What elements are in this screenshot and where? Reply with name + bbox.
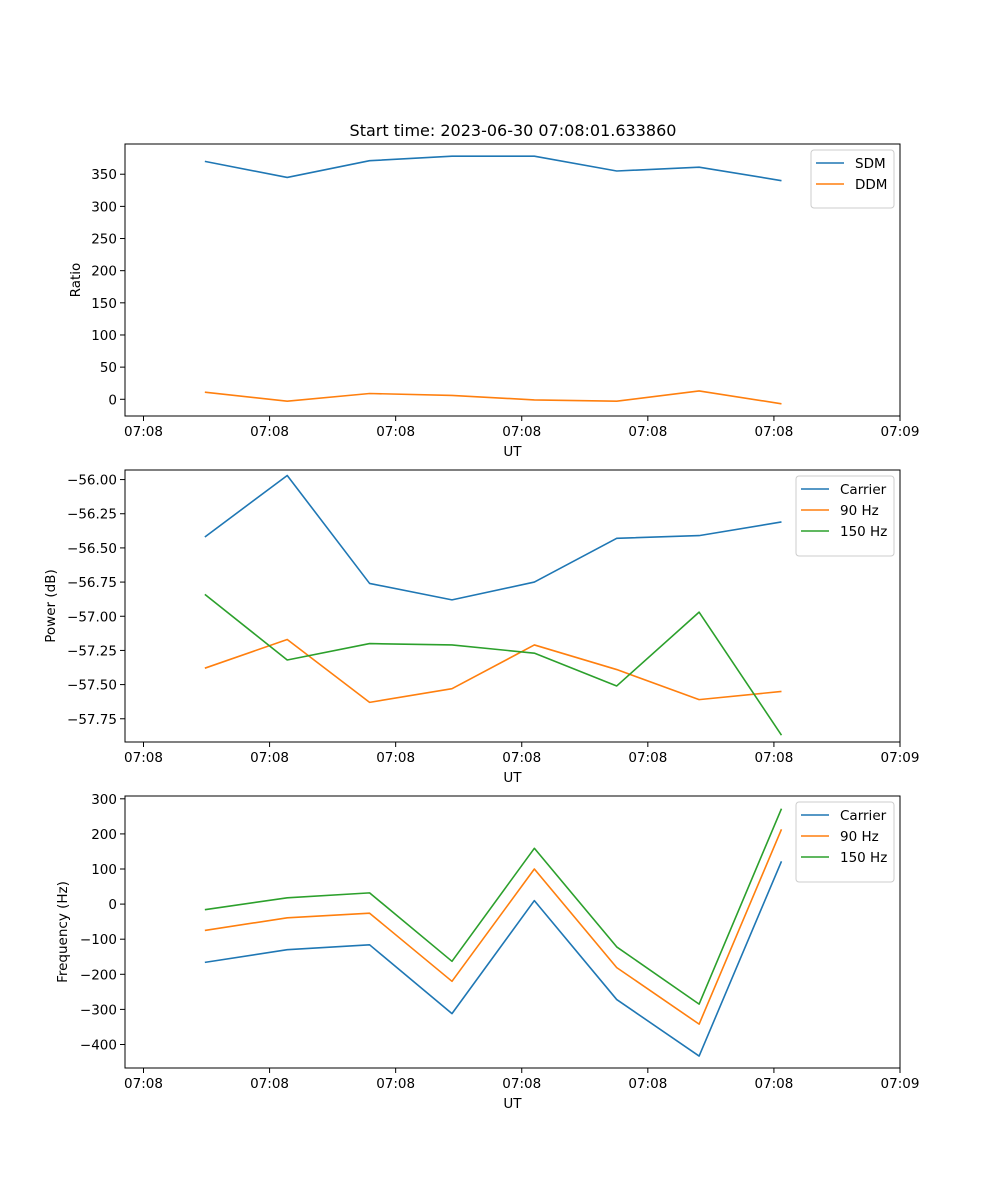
y-tick-label: 200 [91, 264, 117, 280]
y-tick-label: −57.25 [67, 643, 117, 659]
y-tick-label: 150 [91, 296, 117, 312]
series-line-sdm [204, 155, 782, 182]
x-tick-label: 07:08 [502, 750, 541, 766]
legend-label: 150 Hz [840, 850, 887, 866]
legend-label: SDM [855, 156, 886, 172]
y-tick-label: 0 [108, 897, 117, 913]
y-tick-label: 100 [91, 328, 117, 344]
x-tick-label: 07:08 [376, 1076, 415, 1092]
series-line-90-hz [204, 829, 783, 1025]
x-tick-label: 07:08 [628, 424, 667, 440]
y-tick-label: 100 [91, 862, 117, 878]
x-tick-label: 07:08 [376, 750, 415, 766]
y-tick-label: 350 [91, 167, 117, 183]
x-axis-label: UT [503, 444, 522, 460]
chart-panel-2: 07:08 07:08 07:08 07:08 07:08 07:08 07:09 −57.7… [43, 469, 920, 786]
y-tick-label: −56.25 [67, 507, 117, 523]
y-tick-label: −56.75 [67, 575, 117, 591]
x-tick-label: 07:08 [124, 424, 163, 440]
x-tick-label: 07:08 [502, 424, 541, 440]
legend: Carrier 90 Hz 150 Hz [795, 475, 895, 557]
y-tick-label: 50 [100, 360, 117, 376]
plot-frame [124, 795, 901, 1069]
legend-label: 90 Hz [840, 503, 879, 519]
x-tick-label: 07:08 [628, 750, 667, 766]
x-tick-label: 07:08 [124, 750, 163, 766]
y-tick-label: −57.50 [67, 678, 117, 694]
plot-frame [124, 469, 901, 743]
x-axis-label: UT [503, 770, 522, 786]
series-line-150-hz [204, 593, 783, 736]
legend: Carrier 90 Hz 150 Hz [795, 801, 895, 883]
y-tick-label: −57.00 [67, 609, 117, 625]
x-tick-label: 07:08 [754, 750, 793, 766]
x-tick-label: 07:08 [250, 1076, 289, 1092]
y-axis-label: Power (dB) [43, 569, 59, 642]
plot-frame [124, 143, 901, 417]
series-line-90-hz [204, 638, 782, 704]
y-tick-label: 300 [91, 792, 117, 808]
y-tick-label: −56.00 [67, 473, 117, 489]
legend-box [795, 801, 895, 883]
x-tick-label: 07:08 [628, 1076, 667, 1092]
x-tick-label: 07:08 [754, 1076, 793, 1092]
x-tick-label: 07:08 [754, 424, 793, 440]
y-tick-label: −56.50 [67, 541, 117, 557]
series-line-150-hz [204, 808, 783, 1005]
y-tick-label: 200 [91, 827, 117, 843]
y-tick-label: −57.75 [67, 712, 117, 728]
x-tick-label: 07:09 [881, 424, 920, 440]
x-tick-label: 07:08 [502, 1076, 541, 1092]
x-tick-label: 07:08 [250, 750, 289, 766]
y-tick-label: −100 [80, 932, 117, 948]
x-tick-label: 07:09 [881, 1076, 920, 1092]
legend-label: 150 Hz [840, 524, 887, 540]
y-tick-label: −300 [80, 1002, 117, 1018]
y-axis-label: Ratio [68, 263, 84, 298]
x-tick-label: 07:08 [250, 424, 289, 440]
y-tick-label: 300 [91, 199, 117, 215]
legend-box [795, 475, 895, 557]
legend-label: Carrier [840, 482, 887, 498]
legend-box [810, 149, 895, 209]
chart-panel-1: 07:08 07:08 07:08 07:08 07:08 07:08 07:09 0 50 10… [68, 143, 920, 460]
y-tick-label: 0 [108, 392, 117, 408]
x-tick-label: 07:09 [881, 750, 920, 766]
y-tick-label: 250 [91, 232, 117, 248]
x-tick-label: 07:08 [376, 424, 415, 440]
x-tick-label: 07:08 [124, 1076, 163, 1092]
chart-title: Start time: 2023-06-30 07:08:01.633860 [350, 121, 677, 140]
chart-panel-3: 07:08 07:08 07:08 07:08 07:08 07:08 07:09 −400 −… [55, 792, 919, 1112]
legend-label: Carrier [840, 808, 887, 824]
legend-label: 90 Hz [840, 829, 879, 845]
series-line-ddm [204, 390, 782, 405]
legend-label: DDM [855, 177, 887, 193]
x-axis-label: UT [503, 1096, 522, 1112]
y-axis-label: Frequency (Hz) [55, 881, 71, 983]
y-tick-label: −400 [80, 1037, 117, 1053]
series-line-carrier [204, 474, 782, 601]
y-tick-label: −200 [80, 967, 117, 983]
series-line-carrier [204, 860, 783, 1057]
legend: SDM DDM [810, 149, 895, 209]
